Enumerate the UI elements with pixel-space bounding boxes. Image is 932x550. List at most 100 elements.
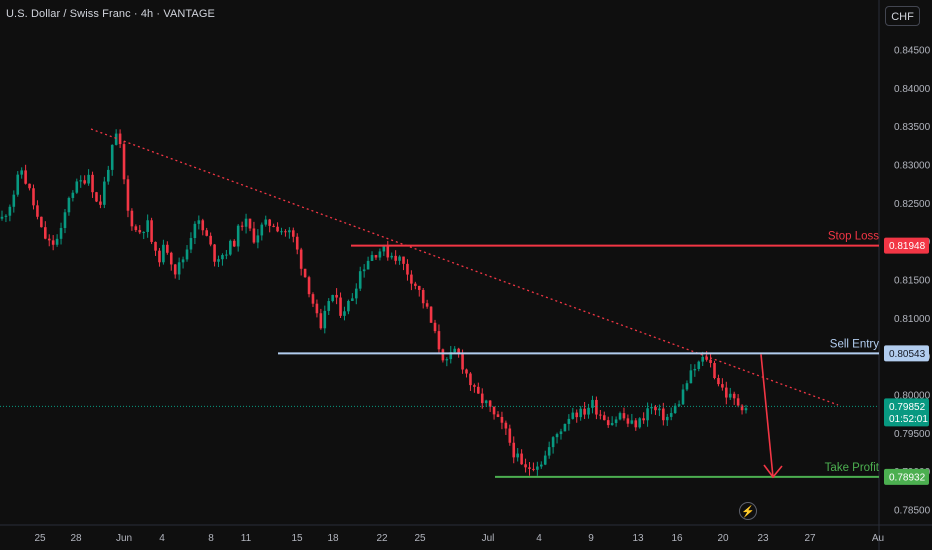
candle [162,244,165,263]
x-tick-label: 22 [376,533,388,544]
y-tick-label: 0.82500 [894,199,931,210]
candle [630,420,634,424]
candle [532,468,535,470]
candle [382,246,386,252]
candle [504,422,508,429]
candle [213,244,216,262]
candle [264,219,268,225]
trendline[interactable] [90,128,839,406]
candle [606,420,610,426]
candle [669,413,673,417]
candle [429,306,433,323]
candle [465,369,468,374]
currency-button[interactable]: CHF [885,6,920,26]
candle [394,255,397,261]
candle [99,201,102,205]
level-price-tag-text: 0.81948 [889,241,926,252]
y-tick-label: 0.78500 [894,506,931,517]
x-tick-label: 27 [804,533,816,544]
candle [567,418,571,424]
candle [252,228,256,243]
candle [654,406,657,411]
candle [201,220,205,231]
x-tick-label: 25 [414,533,426,544]
candle [496,414,500,417]
x-tick-label: 4 [536,533,542,544]
x-tick-label: 11 [241,533,252,544]
candle [488,400,492,407]
x-tick-label: 20 [717,533,729,544]
candle [181,259,185,263]
candle [142,231,146,233]
candle [166,244,169,253]
candle [260,224,264,236]
candle [16,174,20,195]
candle [122,144,126,180]
current-price-value: 0.79852 [889,402,926,413]
candle [634,420,638,428]
candle [197,220,201,224]
y-tick-label: 0.79500 [894,429,931,440]
candle [67,197,71,213]
candle [677,404,681,406]
candle [528,467,531,469]
candle [295,236,299,250]
candle [555,434,559,438]
x-tick-label: Jun [116,533,132,544]
candle [8,206,12,216]
candle [437,331,441,350]
candle [662,408,665,421]
candle [410,274,413,284]
lightning-icon[interactable]: ⚡ [739,502,757,520]
candle [118,133,122,145]
candle [248,218,252,229]
candle [374,255,378,258]
candle [351,298,354,301]
candle [75,181,79,193]
candle [480,393,484,404]
level-price-tag [884,237,929,254]
candle [335,294,338,298]
candle [540,464,543,467]
candle [524,464,527,468]
candle [236,225,240,247]
level-label: Sell Entry [830,338,879,350]
x-tick-label: 15 [291,533,303,544]
candle [587,407,590,415]
candle [327,301,331,311]
candle [673,405,677,414]
candle [658,408,661,411]
candle [551,437,555,448]
candle [158,250,161,263]
x-tick-label: 4 [159,533,165,544]
candle [591,399,594,408]
chart-title: U.S. Dollar / Swiss Franc · 4h · VANTAGE [6,8,215,20]
candle [130,210,134,227]
candle [110,144,114,170]
candle [453,348,456,353]
candle [36,205,39,217]
candle [106,169,110,182]
candle [646,408,649,421]
candle [559,431,563,435]
candle [386,246,390,258]
candle [83,180,86,184]
candle [55,238,59,245]
y-tick-label: 0.83500 [894,122,931,133]
y-tick-label: 0.80000 [894,391,931,402]
candle [126,179,130,211]
candle [445,359,449,361]
candle [71,192,75,198]
candle [441,349,445,361]
candle [354,288,358,299]
candle [366,260,370,270]
candle [323,310,327,329]
candle [59,227,63,239]
candle [665,416,669,421]
projection-arrow [760,354,774,478]
candle [12,194,16,207]
candle [642,418,645,421]
candle [63,212,67,228]
candle [87,174,90,184]
